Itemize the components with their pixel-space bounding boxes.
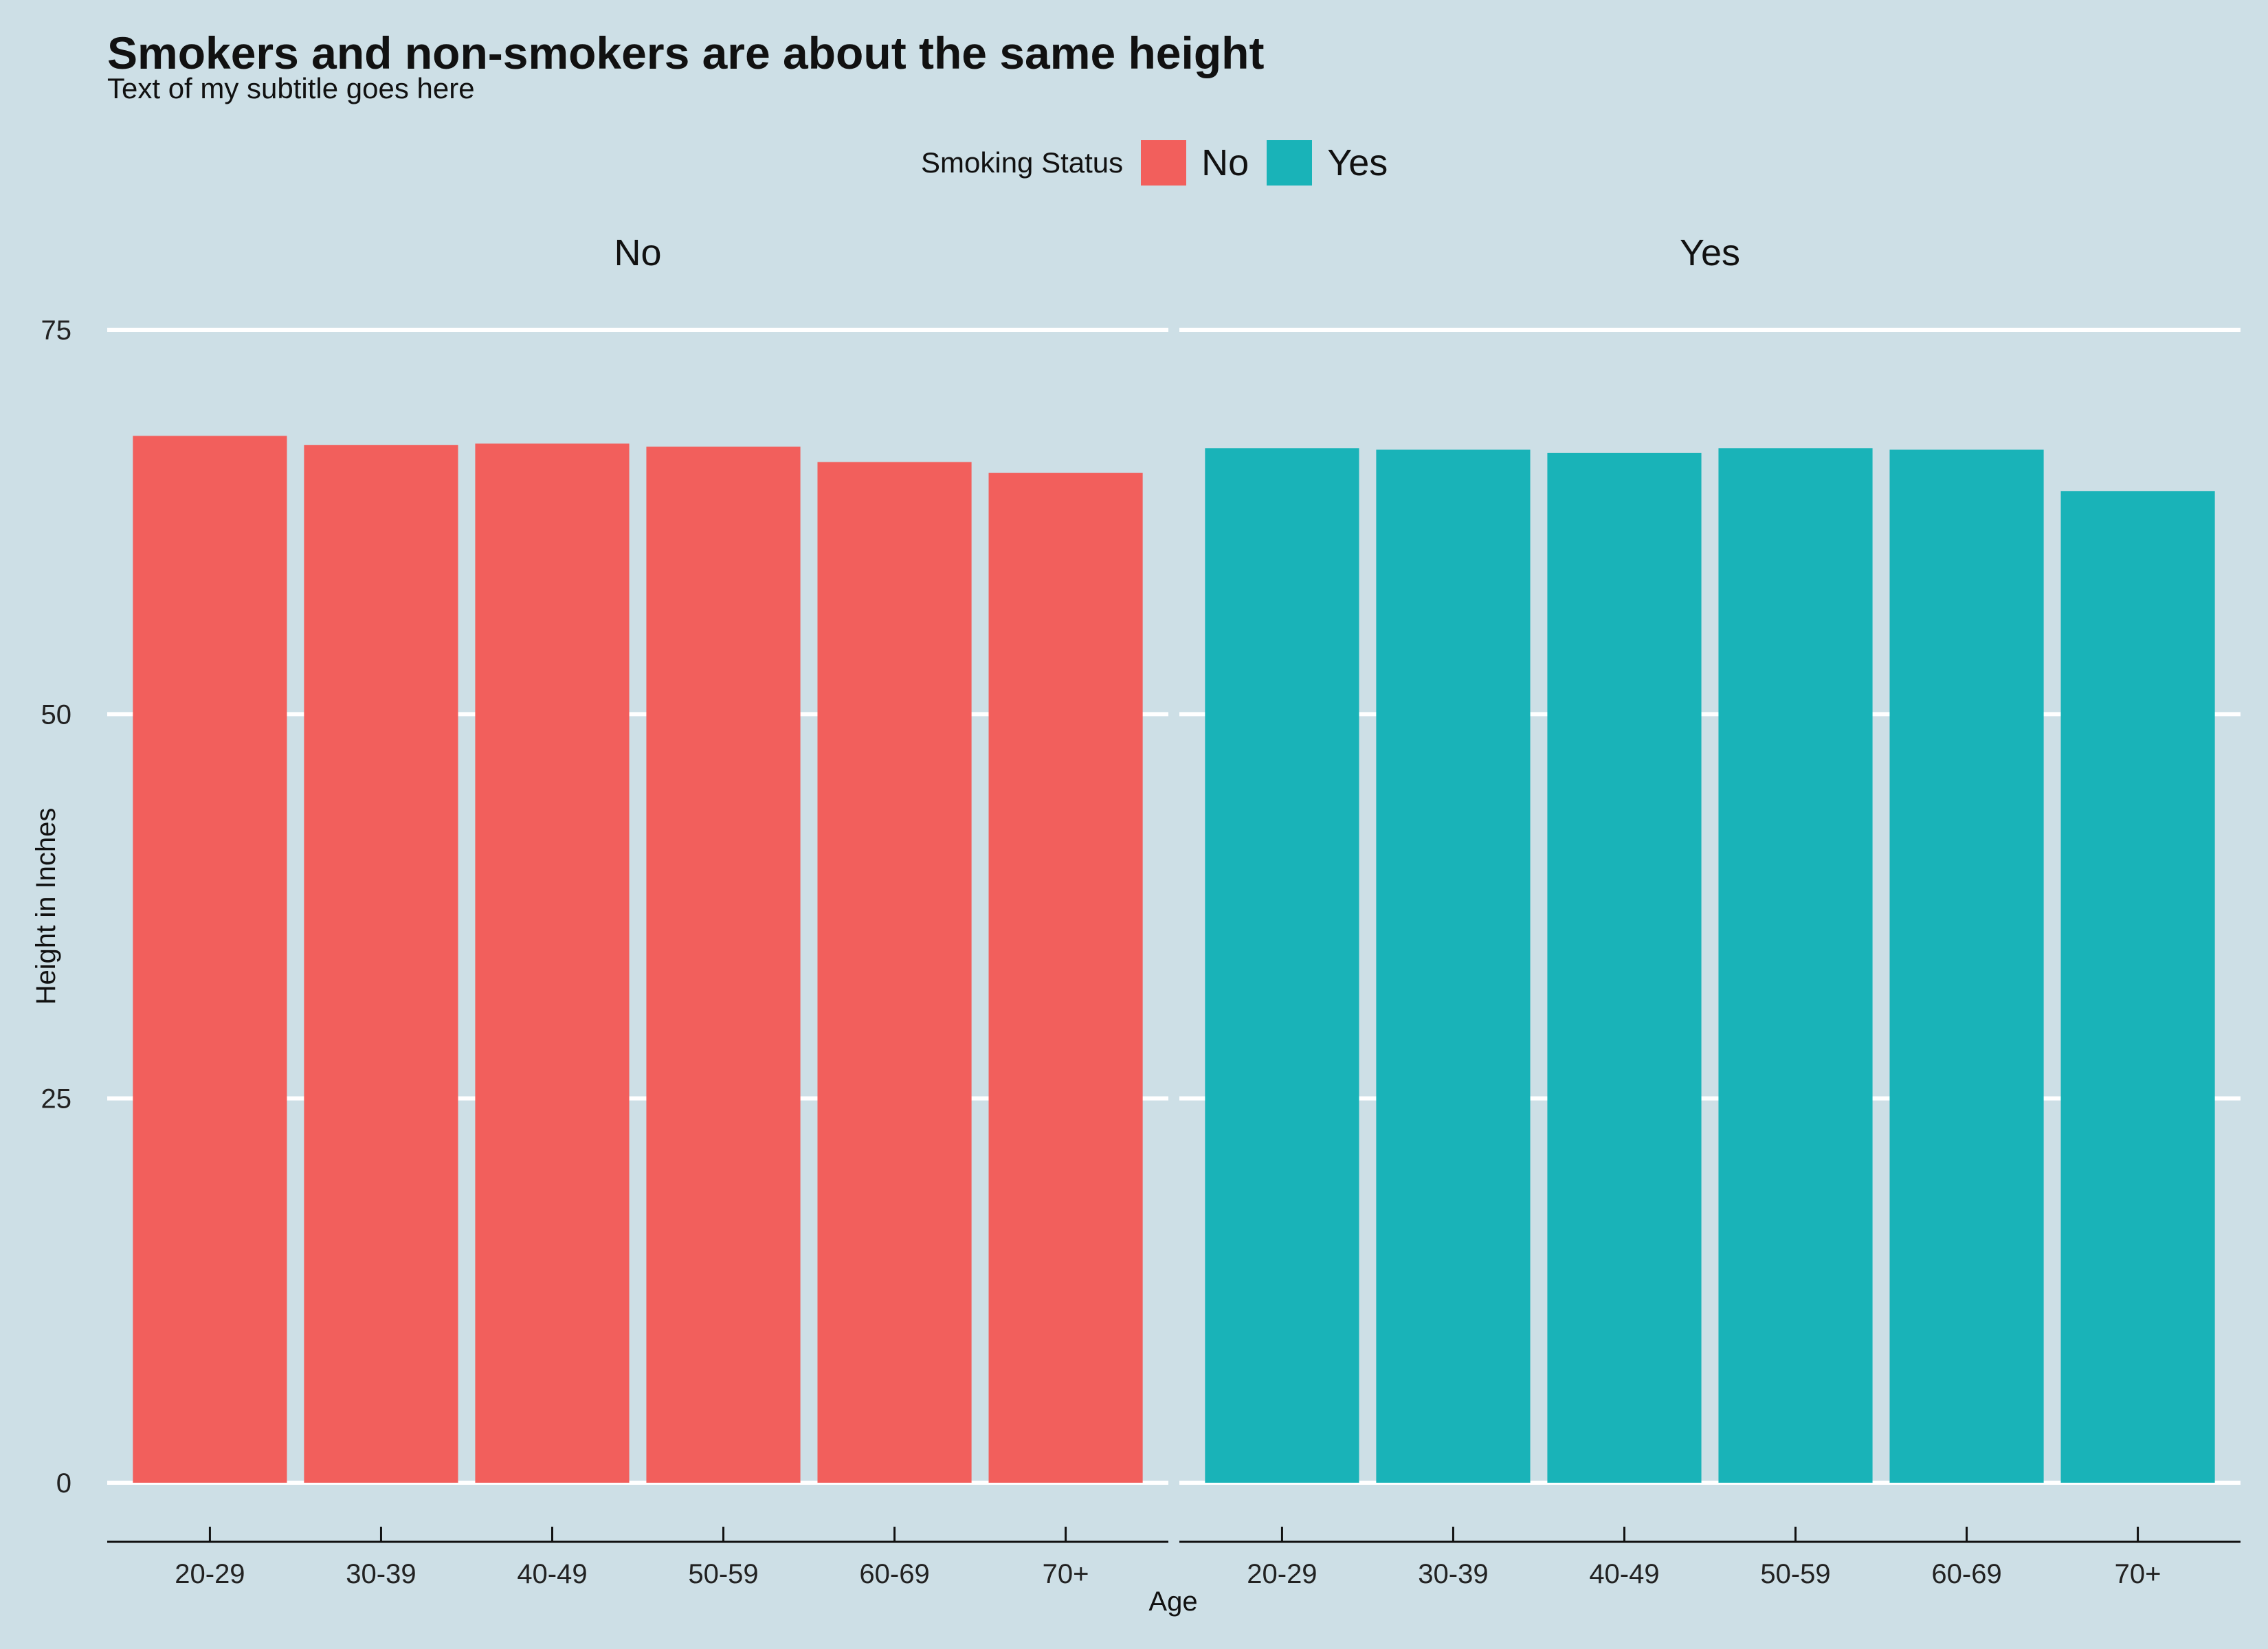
x-tick-label: 70+ [2115, 1559, 2161, 1589]
bar-yes-30-39 [1376, 449, 1531, 1483]
legend-title: Smoking Status [921, 146, 1124, 179]
bar-no-20-29 [133, 436, 287, 1483]
legend-key-yes [1267, 140, 1313, 186]
bar-yes-60-69 [1889, 449, 2044, 1483]
x-tick-label: 50-59 [688, 1559, 758, 1589]
y-tick-label: 50 [41, 699, 72, 730]
y-tick-label: 0 [56, 1468, 71, 1499]
bar-yes-70+ [2060, 491, 2215, 1483]
x-tick-label: 50-59 [1760, 1559, 1830, 1589]
bar-no-30-39 [304, 445, 458, 1483]
legend-key-no [1141, 140, 1187, 186]
y-tick-label: 25 [41, 1084, 72, 1114]
legend: Smoking Status No Yes [921, 139, 1405, 187]
facet-label-no: No [614, 232, 661, 273]
x-tick-label: 30-39 [1418, 1559, 1488, 1589]
legend-label-no: No [1201, 142, 1249, 183]
chart-title: Smokers and non-smokers are about the sa… [107, 27, 1265, 78]
x-tick-label: 60-69 [859, 1559, 929, 1589]
facet-label-yes: Yes [1680, 232, 1740, 273]
chart-subtitle: Text of my subtitle goes here [107, 72, 475, 104]
x-tick-label: 40-49 [517, 1559, 587, 1589]
bar-yes-40-49 [1547, 452, 1702, 1483]
x-tick-label: 20-29 [175, 1559, 245, 1589]
bar-no-40-49 [475, 443, 630, 1483]
y-axis-label: Height in Inches [31, 808, 61, 1005]
legend-label-yes: Yes [1327, 142, 1388, 183]
bar-no-50-59 [646, 447, 801, 1483]
x-tick-label: 40-49 [1589, 1559, 1659, 1589]
bar-yes-20-29 [1205, 448, 1359, 1483]
x-tick-label: 70+ [1043, 1559, 1089, 1589]
bar-no-70+ [988, 473, 1143, 1483]
bar-no-60-69 [817, 462, 972, 1483]
bar-yes-50-59 [1718, 448, 1873, 1483]
x-axis-label: Age [1148, 1586, 1197, 1617]
y-tick-label: 75 [41, 315, 72, 346]
x-tick-label: 30-39 [346, 1559, 416, 1589]
x-tick-label: 60-69 [1931, 1559, 2001, 1589]
x-tick-label: 20-29 [1247, 1559, 1317, 1589]
